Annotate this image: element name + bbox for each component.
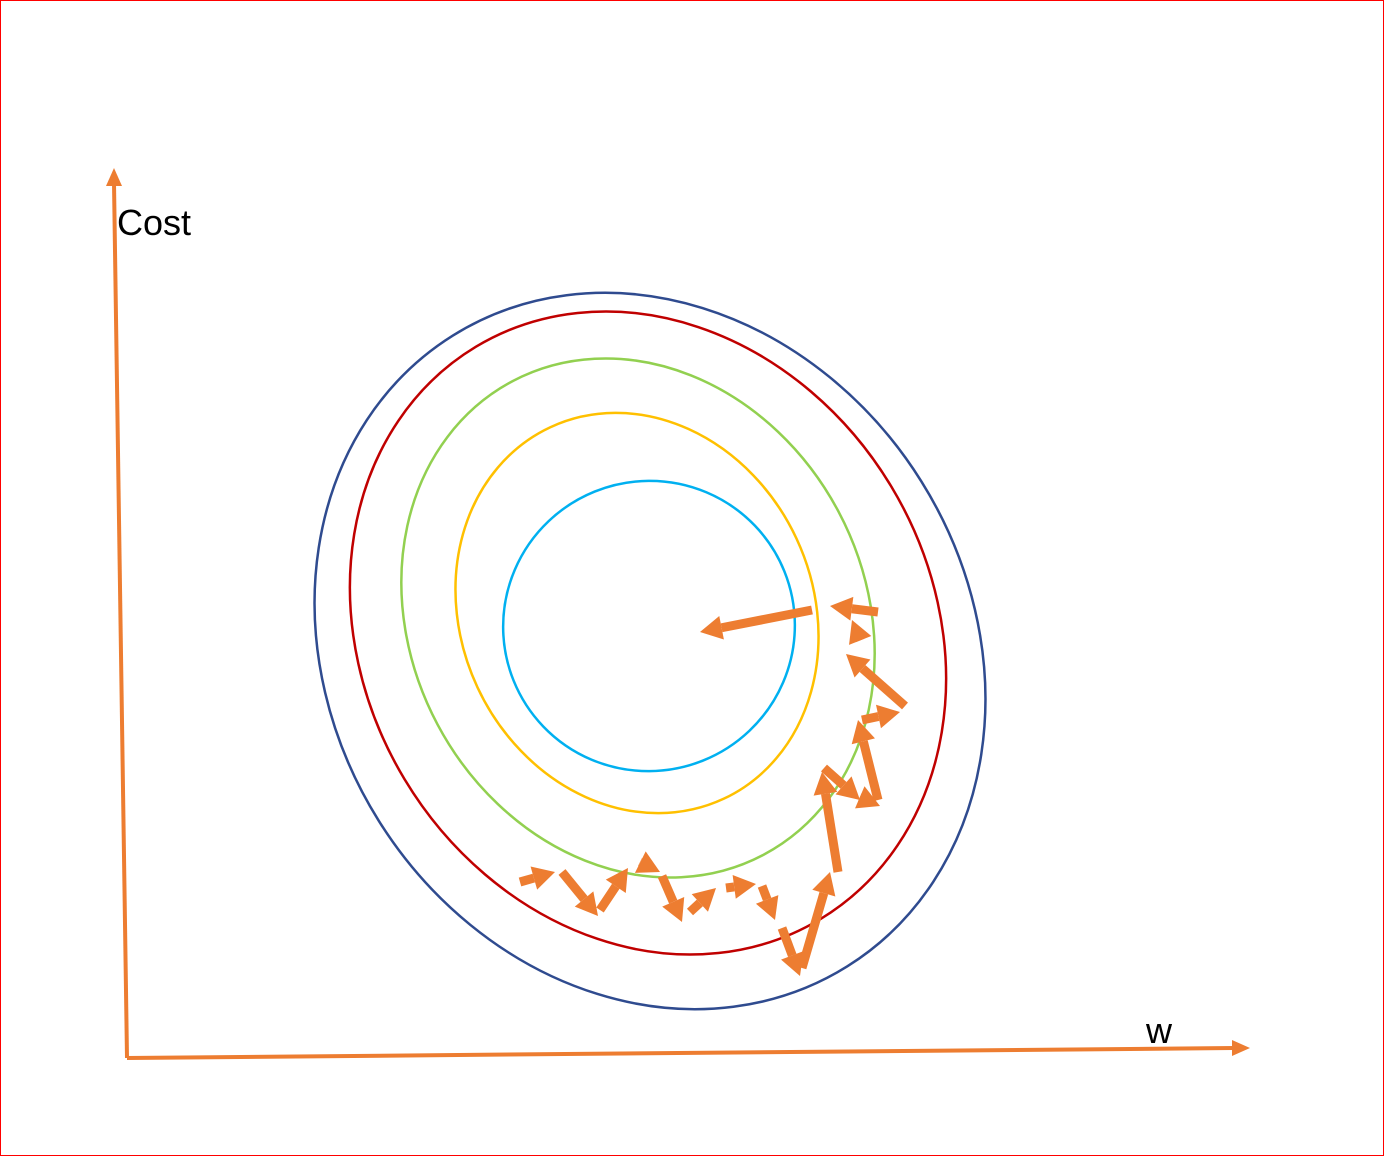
descent-step-arrowhead	[605, 868, 628, 893]
descent-step-arrowhead	[691, 888, 716, 912]
descent-step-shaft	[686, 899, 703, 916]
descent-step-shaft	[720, 605, 813, 633]
descent-step-shaft	[596, 883, 620, 913]
x-axis-label: w	[1145, 1010, 1173, 1051]
descent-step-arrowhead	[830, 596, 854, 621]
descent-step-arrowhead	[851, 720, 875, 745]
x-axis-arrowhead	[1232, 1040, 1250, 1056]
descent-step-shaft	[821, 764, 847, 789]
descent-step-shaft	[858, 740, 883, 802]
descent-step-shaft	[851, 604, 879, 617]
contour-lines	[313, 291, 987, 1011]
descent-step-shaft	[725, 882, 735, 893]
descent-step-shaft	[558, 869, 588, 902]
x-axis	[126, 1046, 1235, 1060]
y-axis-arrowhead	[106, 168, 122, 186]
descent-step-arrowhead	[813, 772, 838, 796]
descent-step-arrowhead	[634, 851, 660, 873]
descent-path	[518, 596, 908, 976]
descent-step-arrowhead	[846, 654, 871, 678]
descent-step-shaft	[821, 793, 843, 873]
descent-step-arrowhead	[781, 951, 804, 976]
descent-step-shaft	[797, 891, 829, 970]
descent-step-arrowhead	[700, 615, 724, 640]
descent-step-shaft	[757, 884, 772, 902]
descent-step-arrowhead	[849, 620, 872, 645]
contour-inner	[501, 479, 797, 773]
descent-step-shaft	[518, 873, 536, 887]
descent-step-arrowhead	[755, 895, 779, 920]
contour-3	[400, 357, 876, 879]
contour-4	[454, 411, 820, 815]
descent-step-shaft	[657, 874, 678, 904]
descent-step-arrowhead	[855, 786, 880, 809]
contour-outer	[313, 291, 987, 1011]
axes	[106, 168, 1250, 1060]
descent-step-arrowhead	[662, 897, 685, 922]
descent-step-arrowhead	[875, 704, 900, 729]
contour-2	[348, 310, 948, 956]
descent-step-arrowhead	[732, 875, 756, 899]
y-axis	[112, 182, 129, 1059]
descent-step-arrowhead	[530, 866, 555, 890]
descent-step-shaft	[859, 665, 908, 710]
descent-step-arrowhead	[835, 776, 860, 800]
descent-step-shaft	[861, 712, 880, 725]
y-axis-label: Cost	[117, 202, 191, 243]
descent-step-shaft	[777, 926, 797, 957]
descent-step-arrowhead	[574, 891, 598, 916]
descent-step-arrowhead	[812, 872, 836, 897]
